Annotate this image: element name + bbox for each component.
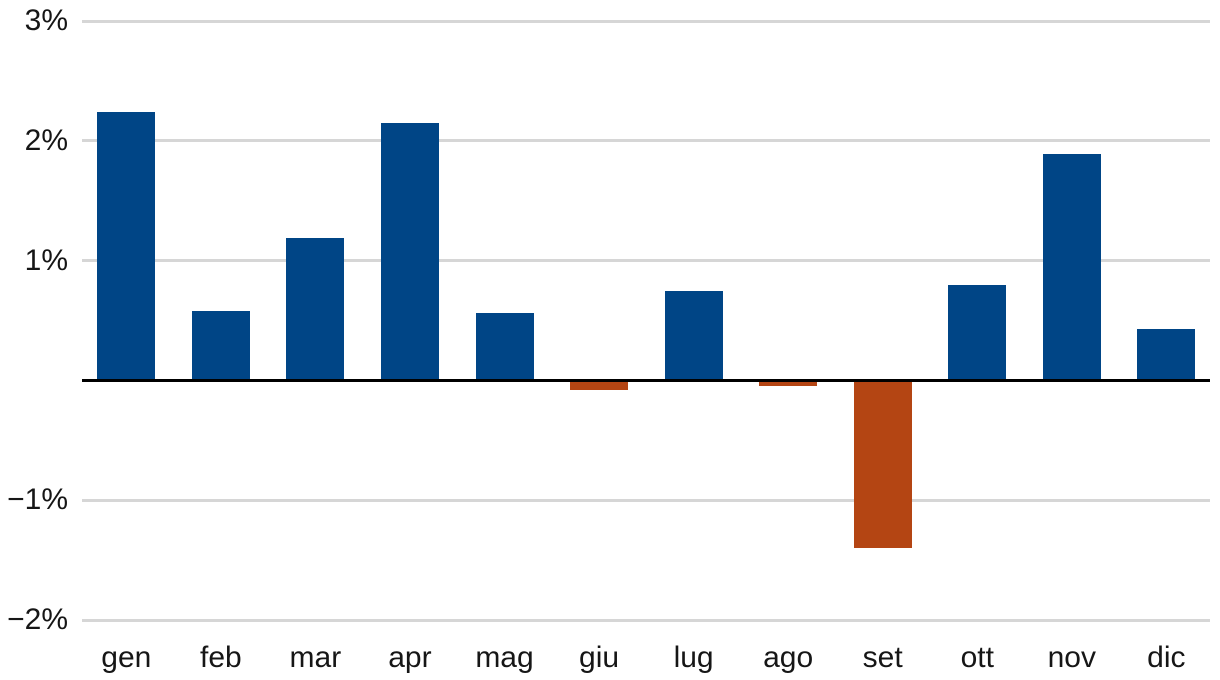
bar-lug xyxy=(664,290,723,381)
x-tick-label-lug: lug xyxy=(673,641,714,674)
gridline-1pct xyxy=(82,259,1210,263)
bar-ago xyxy=(759,380,818,387)
x-tick-label-ott: ott xyxy=(960,641,994,674)
y-tick-label-3pct: 3% xyxy=(24,4,68,38)
bar-set xyxy=(853,380,912,549)
y-tick-label--2pct: −2% xyxy=(7,603,68,637)
y-tick-label--1pct: −1% xyxy=(7,483,68,517)
x-tick-label-giu: giu xyxy=(579,641,620,674)
bar-giu xyxy=(570,380,629,391)
bar-apr xyxy=(380,122,439,381)
x-tick-label-mag: mag xyxy=(475,641,534,674)
gridline--1pct xyxy=(82,498,1210,502)
x-tick-label-nov: nov xyxy=(1047,641,1096,674)
zero-axis-line xyxy=(82,379,1210,382)
gridline-3pct xyxy=(82,19,1210,23)
x-tick-label-set: set xyxy=(862,641,903,674)
y-tick-label-2pct: 2% xyxy=(24,123,68,157)
bar-nov xyxy=(1042,154,1101,381)
bar-feb xyxy=(191,311,250,381)
y-tick-label-1pct: 1% xyxy=(24,243,68,277)
x-tick-label-ago: ago xyxy=(763,641,814,674)
gridline-2pct xyxy=(82,139,1210,143)
x-tick-label-dic: dic xyxy=(1147,641,1186,674)
x-tick-label-feb: feb xyxy=(199,641,242,674)
x-tick-label-apr: apr xyxy=(388,641,432,674)
bar-dic xyxy=(1137,328,1196,381)
gridline--2pct xyxy=(82,618,1210,622)
bar-ott xyxy=(948,284,1007,381)
bar-gen xyxy=(97,112,156,381)
x-tick-label-gen: gen xyxy=(101,641,152,674)
bar-mag xyxy=(475,313,534,381)
bar-mar xyxy=(286,237,345,381)
x-tick-label-mar: mar xyxy=(289,641,342,674)
